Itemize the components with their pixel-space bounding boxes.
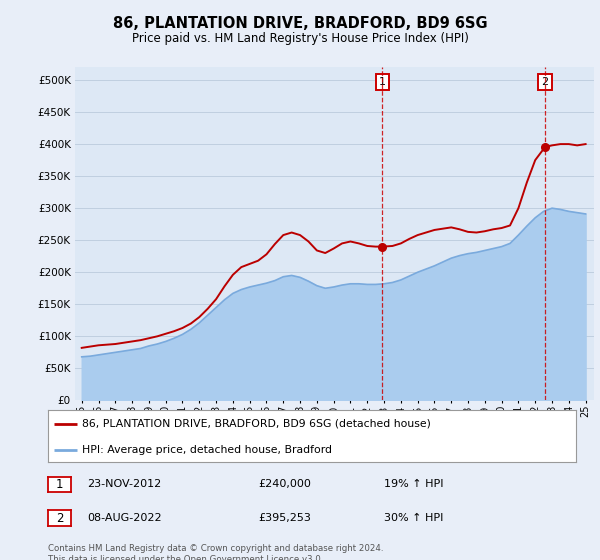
Text: 1: 1 <box>379 77 386 87</box>
Text: 30% ↑ HPI: 30% ↑ HPI <box>384 513 443 523</box>
Text: £240,000: £240,000 <box>258 479 311 489</box>
Text: 23-NOV-2012: 23-NOV-2012 <box>87 479 161 489</box>
Text: 19% ↑ HPI: 19% ↑ HPI <box>384 479 443 489</box>
Text: 2: 2 <box>56 511 63 525</box>
Text: 2: 2 <box>541 77 548 87</box>
Text: 86, PLANTATION DRIVE, BRADFORD, BD9 6SG: 86, PLANTATION DRIVE, BRADFORD, BD9 6SG <box>113 16 487 31</box>
Text: Contains HM Land Registry data © Crown copyright and database right 2024.
This d: Contains HM Land Registry data © Crown c… <box>48 544 383 560</box>
Text: Price paid vs. HM Land Registry's House Price Index (HPI): Price paid vs. HM Land Registry's House … <box>131 32 469 45</box>
Text: 08-AUG-2022: 08-AUG-2022 <box>87 513 161 523</box>
Text: 86, PLANTATION DRIVE, BRADFORD, BD9 6SG (detached house): 86, PLANTATION DRIVE, BRADFORD, BD9 6SG … <box>82 419 431 429</box>
Text: HPI: Average price, detached house, Bradford: HPI: Average price, detached house, Brad… <box>82 445 332 455</box>
Text: £395,253: £395,253 <box>258 513 311 523</box>
Text: 1: 1 <box>56 478 63 491</box>
